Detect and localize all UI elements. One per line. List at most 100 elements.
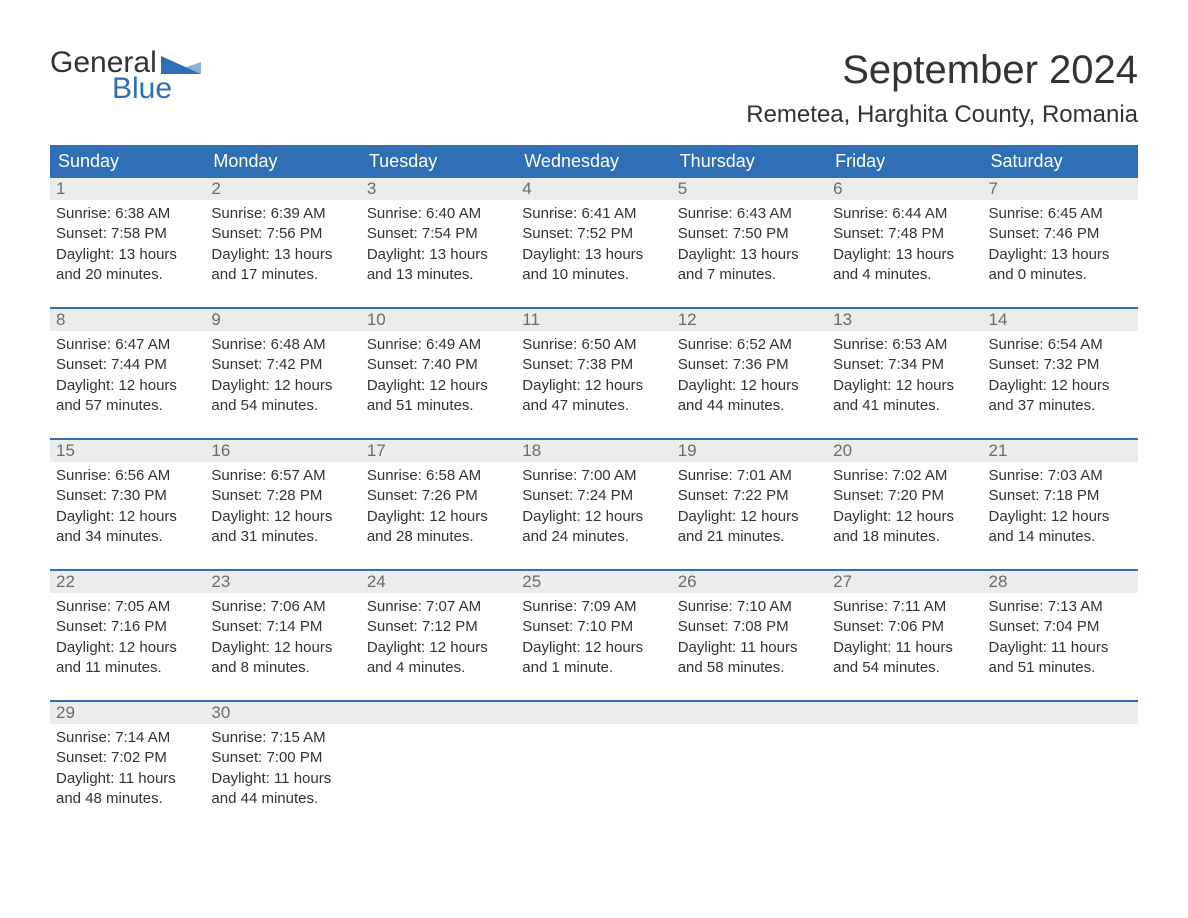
day-header-row: Sunday Monday Tuesday Wednesday Thursday… — [50, 145, 1138, 178]
daylight-line: Daylight: 12 hours and 21 minutes. — [678, 507, 821, 548]
sunset-line: Sunset: 7:54 PM — [367, 224, 510, 244]
daylight-line: Daylight: 13 hours and 4 minutes. — [833, 245, 976, 286]
day-number: 23 — [205, 571, 360, 593]
day-number: 1 — [50, 178, 205, 200]
daylight-line: Daylight: 12 hours and 4 minutes. — [367, 638, 510, 679]
day-body: Sunrise: 7:11 AMSunset: 7:06 PMDaylight:… — [827, 593, 982, 686]
calendar-week: 1Sunrise: 6:38 AMSunset: 7:58 PMDaylight… — [50, 178, 1138, 293]
day-cell — [672, 702, 827, 817]
day-cell: 11Sunrise: 6:50 AMSunset: 7:38 PMDayligh… — [516, 309, 671, 424]
sunrise-line: Sunrise: 7:01 AM — [678, 466, 821, 486]
day-number: 5 — [672, 178, 827, 200]
day-cell: 19 Sunrise: 7:01 AMSunset: 7:22 PMDayligh… — [672, 440, 827, 555]
sunset-line: Sunset: 7:56 PM — [211, 224, 354, 244]
day-header-wed: Wednesday — [516, 145, 671, 178]
sunset-line: Sunset: 7:20 PM — [833, 486, 976, 506]
sunrise-line: Sunrise: 7:02 AM — [833, 466, 976, 486]
day-number: 28 — [983, 571, 1138, 593]
day-body: Sunrise: 6:40 AMSunset: 7:54 PMDaylight:… — [361, 200, 516, 293]
sunset-line: Sunset: 7:02 PM — [56, 748, 199, 768]
day-body: Sunrise: 6:50 AMSunset: 7:38 PMDaylight:… — [516, 331, 671, 424]
day-number: 9 — [205, 309, 360, 331]
day-body: Sunrise: 6:41 AMSunset: 7:52 PMDaylight:… — [516, 200, 671, 293]
day-number: 26 — [672, 571, 827, 593]
sunrise-line: Sunrise: 7:00 AM — [522, 466, 665, 486]
sunrise-line: Sunrise: 7:15 AM — [211, 728, 354, 748]
day-cell: 1Sunrise: 6:38 AMSunset: 7:58 PMDaylight… — [50, 178, 205, 293]
day-cell: 4Sunrise: 6:41 AMSunset: 7:52 PMDaylight… — [516, 178, 671, 293]
sunset-line: Sunset: 7:32 PM — [989, 355, 1132, 375]
sunset-line: Sunset: 7:04 PM — [989, 617, 1132, 637]
day-number: 24 — [361, 571, 516, 593]
sunrise-line: Sunrise: 6:48 AM — [211, 335, 354, 355]
day-number: 22 — [50, 571, 205, 593]
calendar-week: 15Sunrise: 6:56 AMSunset: 7:30 PMDayligh… — [50, 438, 1138, 555]
day-body: Sunrise: 7:00 AMSunset: 7:24 PMDaylight:… — [516, 462, 671, 555]
sunrise-line: Sunrise: 7:13 AM — [989, 597, 1132, 617]
day-cell: 29Sunrise: 7:14 AMSunset: 7:02 PMDayligh… — [50, 702, 205, 817]
day-cell: 8Sunrise: 6:47 AMSunset: 7:44 PMDaylight… — [50, 309, 205, 424]
day-cell — [983, 702, 1138, 817]
daylight-line: Daylight: 12 hours and 1 minute. — [522, 638, 665, 679]
day-body: Sunrise: 6:45 AMSunset: 7:46 PMDaylight:… — [983, 200, 1138, 293]
day-number: 15 — [50, 440, 205, 462]
day-cell: 6 Sunrise: 6:44 AMSunset: 7:48 PMDaylight… — [827, 178, 982, 293]
day-number: 12 — [672, 309, 827, 331]
day-cell: 14Sunrise: 6:54 AMSunset: 7:32 PMDayligh… — [983, 309, 1138, 424]
sunset-line: Sunset: 7:06 PM — [833, 617, 976, 637]
day-body: Sunrise: 6:43 AMSunset: 7:50 PMDaylight:… — [672, 200, 827, 293]
day-body: Sunrise: 6:58 AMSunset: 7:26 PMDaylight:… — [361, 462, 516, 555]
day-cell: 25Sunrise: 7:09 AMSunset: 7:10 PMDayligh… — [516, 571, 671, 686]
sunrise-line: Sunrise: 6:52 AM — [678, 335, 821, 355]
sunrise-line: Sunrise: 6:43 AM — [678, 204, 821, 224]
sunrise-line: Sunrise: 7:09 AM — [522, 597, 665, 617]
sunset-line: Sunset: 7:40 PM — [367, 355, 510, 375]
month-title: September 2024 — [746, 48, 1138, 93]
sunset-line: Sunset: 7:18 PM — [989, 486, 1132, 506]
day-number: 27 — [827, 571, 982, 593]
daylight-line: Daylight: 12 hours and 54 minutes. — [211, 376, 354, 417]
day-number: 6 — [827, 178, 982, 200]
sunset-line: Sunset: 7:34 PM — [833, 355, 976, 375]
daylight-line: Daylight: 12 hours and 18 minutes. — [833, 507, 976, 548]
sunset-line: Sunset: 7:48 PM — [833, 224, 976, 244]
day-body: Sunrise: 6:39 AMSunset: 7:56 PMDaylight:… — [205, 200, 360, 293]
day-number: 19 — [672, 440, 827, 462]
daylight-line: Daylight: 12 hours and 44 minutes. — [678, 376, 821, 417]
day-cell — [516, 702, 671, 817]
day-body: Sunrise: 7:09 AMSunset: 7:10 PMDaylight:… — [516, 593, 671, 686]
daylight-line: Daylight: 11 hours and 54 minutes. — [833, 638, 976, 679]
day-number: 29 — [50, 702, 205, 724]
sunset-line: Sunset: 7:58 PM — [56, 224, 199, 244]
day-cell: 17Sunrise: 6:58 AMSunset: 7:26 PMDayligh… — [361, 440, 516, 555]
daylight-line: Daylight: 13 hours and 0 minutes. — [989, 245, 1132, 286]
header: General Blue September 2024 Remetea, Har… — [50, 48, 1138, 129]
calendar: Sunday Monday Tuesday Wednesday Thursday… — [50, 145, 1138, 817]
day-cell: 28Sunrise: 7:13 AMSunset: 7:04 PMDayligh… — [983, 571, 1138, 686]
day-body: Sunrise: 6:52 AMSunset: 7:36 PMDaylight:… — [672, 331, 827, 424]
day-body: Sunrise: 6:48 AMSunset: 7:42 PMDaylight:… — [205, 331, 360, 424]
sunrise-line: Sunrise: 7:03 AM — [989, 466, 1132, 486]
sunset-line: Sunset: 7:22 PM — [678, 486, 821, 506]
sunset-line: Sunset: 7:14 PM — [211, 617, 354, 637]
day-number: 7 — [983, 178, 1138, 200]
day-header-thu: Thursday — [672, 145, 827, 178]
daylight-line: Daylight: 11 hours and 58 minutes. — [678, 638, 821, 679]
sunrise-line: Sunrise: 6:44 AM — [833, 204, 976, 224]
day-cell — [361, 702, 516, 817]
daylight-line: Daylight: 12 hours and 57 minutes. — [56, 376, 199, 417]
sunrise-line: Sunrise: 7:10 AM — [678, 597, 821, 617]
sunset-line: Sunset: 7:36 PM — [678, 355, 821, 375]
day-cell: 21Sunrise: 7:03 AMSunset: 7:18 PMDayligh… — [983, 440, 1138, 555]
day-cell: 5Sunrise: 6:43 AMSunset: 7:50 PMDaylight… — [672, 178, 827, 293]
sunset-line: Sunset: 7:52 PM — [522, 224, 665, 244]
sunset-line: Sunset: 7:44 PM — [56, 355, 199, 375]
sunrise-line: Sunrise: 6:49 AM — [367, 335, 510, 355]
day-body: Sunrise: 7:07 AMSunset: 7:12 PMDaylight:… — [361, 593, 516, 686]
sunrise-line: Sunrise: 7:11 AM — [833, 597, 976, 617]
daylight-line: Daylight: 13 hours and 7 minutes. — [678, 245, 821, 286]
day-number — [983, 702, 1138, 724]
day-body: Sunrise: 7:02 AMSunset: 7:20 PMDaylight:… — [827, 462, 982, 555]
sunset-line: Sunset: 7:30 PM — [56, 486, 199, 506]
daylight-line: Daylight: 13 hours and 10 minutes. — [522, 245, 665, 286]
